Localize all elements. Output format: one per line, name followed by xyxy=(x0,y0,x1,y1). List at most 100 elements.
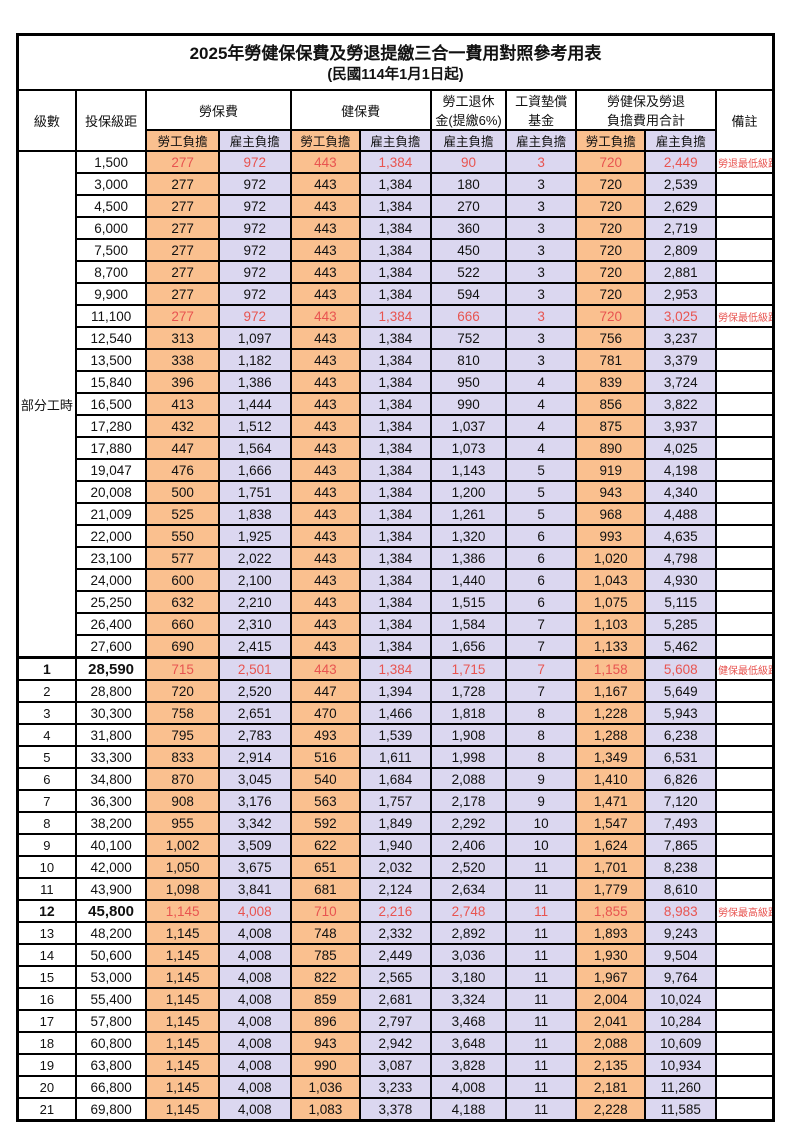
total-employee-cell: 856 xyxy=(574,392,647,416)
labor-employer-cell: 4,008 xyxy=(217,1097,292,1122)
table-row: 24,000 600 2,100 443 1,384 1,440 6 1,043 4,930 xyxy=(18,568,775,592)
table-row: 3 30,300 758 2,651 470 1,466 1,818 8 1,228 5,943 xyxy=(16,701,775,725)
health-employee-cell: 563 xyxy=(289,789,362,813)
labor-employee-cell: 600 xyxy=(145,568,220,592)
total-employer-cell: 7,493 xyxy=(644,811,718,835)
total-employer-cell: 2,629 xyxy=(644,194,718,218)
pension-employer-cell: 3,828 xyxy=(429,1053,508,1077)
pension-employer-cell: 2,088 xyxy=(429,767,508,791)
remark-cell xyxy=(715,216,775,240)
total-employer-cell: 4,930 xyxy=(644,568,718,592)
col-header-wage-fund-line1: 工資墊償 xyxy=(505,89,577,110)
subheader-total-employer: 雇主負擔 xyxy=(644,129,718,152)
total-employer-cell: 3,379 xyxy=(644,348,718,372)
health-employee-cell: 443 xyxy=(289,392,362,416)
labor-employer-cell: 1,444 xyxy=(217,392,292,416)
total-employee-cell: 1,779 xyxy=(574,877,647,901)
labor-employee-cell: 277 xyxy=(145,172,220,196)
remark-cell xyxy=(715,348,775,372)
salary-bracket-cell: 43,900 xyxy=(74,877,148,901)
remark-cell xyxy=(715,723,775,747)
labor-employer-cell: 4,008 xyxy=(217,1009,292,1033)
remark-cell xyxy=(715,634,775,659)
total-employee-cell: 993 xyxy=(574,524,647,548)
total-employee-cell: 890 xyxy=(574,436,647,460)
table-row: 2 28,800 720 2,520 447 1,394 1,728 7 1,167 5,649 xyxy=(16,679,775,703)
total-employee-cell: 2,228 xyxy=(574,1097,647,1122)
health-employee-cell: 443 xyxy=(289,216,362,240)
health-employee-cell: 516 xyxy=(289,745,362,769)
total-employer-cell: 3,937 xyxy=(644,414,718,438)
wage-fund-cell: 11 xyxy=(505,1053,577,1077)
total-employer-cell: 4,198 xyxy=(644,458,718,482)
labor-employee-cell: 1,145 xyxy=(145,899,220,923)
salary-bracket-cell: 21,009 xyxy=(74,502,148,526)
labor-employee-cell: 715 xyxy=(145,656,220,681)
labor-employer-cell: 4,008 xyxy=(217,1053,292,1077)
total-employer-cell: 9,504 xyxy=(644,943,718,967)
table-row: 9 40,100 1,002 3,509 622 1,940 2,406 10 1,624 7,8… xyxy=(16,833,775,857)
health-employee-cell: 859 xyxy=(289,987,362,1011)
salary-bracket-cell: 11,100 xyxy=(74,304,148,328)
total-employee-cell: 720 xyxy=(574,304,647,328)
pension-employer-cell: 1,656 xyxy=(429,634,508,659)
salary-bracket-cell: 15,840 xyxy=(74,370,148,394)
pension-employer-cell: 522 xyxy=(429,260,508,284)
total-employee-cell: 720 xyxy=(574,172,647,196)
labor-employee-cell: 277 xyxy=(145,282,220,306)
col-header-pension-line2: 金(提繳6%) xyxy=(429,110,508,131)
wage-fund-cell: 11 xyxy=(505,943,577,967)
total-employee-cell: 1,133 xyxy=(574,634,647,659)
pension-employer-cell: 1,440 xyxy=(429,568,508,592)
pension-employer-cell: 2,520 xyxy=(429,855,508,879)
salary-bracket-cell: 6,000 xyxy=(74,216,148,240)
health-employee-cell: 990 xyxy=(289,1053,362,1077)
labor-employer-cell: 4,008 xyxy=(217,899,292,923)
table-row: 15 53,000 1,145 4,008 822 2,565 3,180 11 1,967 9,… xyxy=(16,965,775,989)
salary-bracket-cell: 3,000 xyxy=(74,172,148,196)
health-employee-cell: 443 xyxy=(289,568,362,592)
health-employer-cell: 1,394 xyxy=(359,679,432,703)
wage-fund-cell: 5 xyxy=(505,480,577,504)
table-row: 25,250 632 2,210 443 1,384 1,515 6 1,075 5,115 xyxy=(18,590,775,614)
health-employer-cell: 1,384 xyxy=(359,392,432,416)
remark-cell: 勞保最低級距 xyxy=(715,304,775,328)
table-row: 4,500 277 972 443 1,384 270 3 720 2,629 xyxy=(18,194,775,218)
total-employee-cell: 1,288 xyxy=(574,723,647,747)
labor-employee-cell: 720 xyxy=(145,679,220,703)
total-employee-cell: 720 xyxy=(574,216,647,240)
wage-fund-cell: 6 xyxy=(505,524,577,548)
level-cell: 6 xyxy=(16,767,77,791)
table-row: 12 45,800 1,145 4,008 710 2,216 2,748 11 1,855 8,… xyxy=(16,899,775,923)
total-employer-cell: 4,025 xyxy=(644,436,718,460)
pension-employer-cell: 2,748 xyxy=(429,899,508,923)
labor-employer-cell: 2,914 xyxy=(217,745,292,769)
remark-cell xyxy=(715,1009,775,1033)
level-cell: 4 xyxy=(16,723,77,747)
health-employee-cell: 540 xyxy=(289,767,362,791)
health-employee-cell: 592 xyxy=(289,811,362,835)
total-employer-cell: 8,983 xyxy=(644,899,718,923)
pension-employer-cell: 1,073 xyxy=(429,436,508,460)
health-employer-cell: 2,565 xyxy=(359,965,432,989)
health-employee-cell: 822 xyxy=(289,965,362,989)
total-employer-cell: 10,024 xyxy=(644,987,718,1011)
subheader-pension-employer: 雇主負擔 xyxy=(429,129,508,152)
total-employer-cell: 2,881 xyxy=(644,260,718,284)
total-employer-cell: 5,462 xyxy=(644,634,718,659)
total-employee-cell: 720 xyxy=(574,260,647,284)
pension-employer-cell: 3,468 xyxy=(429,1009,508,1033)
table-row: 8,700 277 972 443 1,384 522 3 720 2,881 xyxy=(18,260,775,284)
wage-fund-cell: 11 xyxy=(505,899,577,923)
wage-fund-cell: 3 xyxy=(505,150,577,174)
wage-fund-cell: 9 xyxy=(505,767,577,791)
table-row: 6 34,800 870 3,045 540 1,684 2,088 9 1,410 6,826 xyxy=(16,767,775,791)
level-cell: 8 xyxy=(16,811,77,835)
salary-bracket-cell: 63,800 xyxy=(74,1053,148,1077)
health-employee-cell: 447 xyxy=(289,679,362,703)
total-employee-cell: 943 xyxy=(574,480,647,504)
wage-fund-cell: 7 xyxy=(505,656,577,681)
pension-employer-cell: 1,728 xyxy=(429,679,508,703)
health-employer-cell: 1,384 xyxy=(359,282,432,306)
salary-bracket-cell: 27,600 xyxy=(74,634,148,659)
